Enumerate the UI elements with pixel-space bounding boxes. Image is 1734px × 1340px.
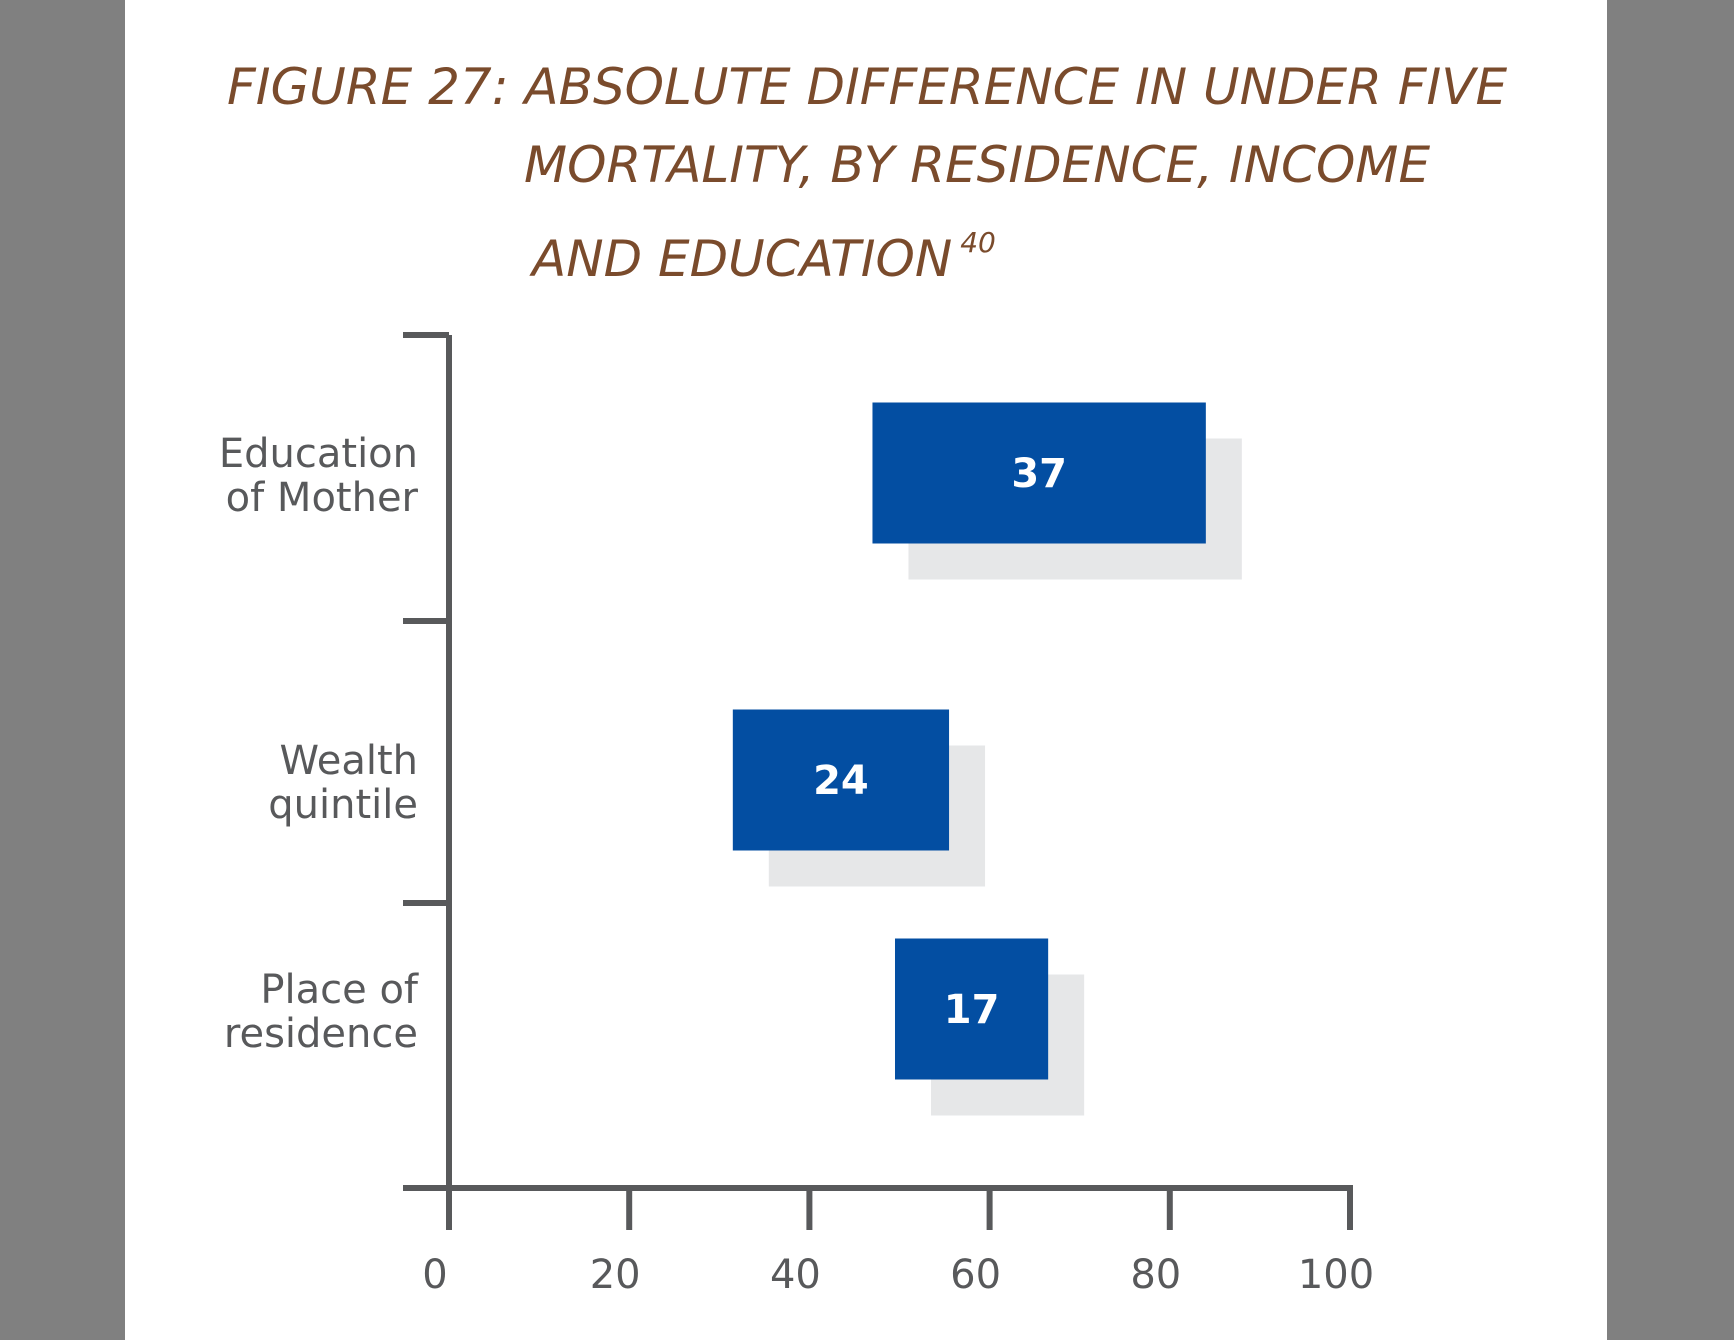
category-label-line: residence: [224, 1011, 418, 1057]
bar-value-label: 24: [813, 758, 869, 804]
bar-value-label: 17: [944, 987, 1000, 1033]
title-line-3: AND EDUCATION 40: [532, 204, 996, 298]
category-label: Education of Mother: [219, 431, 419, 521]
bars: 37 24 17: [732, 402, 1242, 1116]
category-label-line: Place of: [260, 967, 419, 1013]
bar: [732, 709, 950, 851]
category-labels: Education of Mother Wealth quintile Place of…: [219, 431, 419, 1057]
x-tick-label: 40: [770, 1252, 821, 1298]
title-line-1: FIGURE 27: ABSOLUTE DIFFERENCE IN UNDER …: [227, 58, 1508, 116]
x-tick-label: 0: [422, 1252, 447, 1298]
bar: [894, 938, 1049, 1080]
x-tick-label: 20: [590, 1252, 641, 1298]
category-label-line: of Mother: [226, 475, 419, 521]
tick-labels: 0 20 40 60 80 100: [422, 1252, 1374, 1298]
category-label: Place of residence: [224, 967, 419, 1057]
bar: [872, 402, 1206, 544]
axes: [403, 332, 1353, 1230]
figure-title: FIGURE 27: ABSOLUTE DIFFERENCE IN UNDER …: [125, 0, 1607, 300]
x-tick-label: 80: [1130, 1252, 1181, 1298]
bar-value-label: 37: [1011, 451, 1067, 497]
page: FIGURE 27: ABSOLUTE DIFFERENCE IN UNDER …: [125, 0, 1607, 1340]
bar-chart: 37 24 17 Education of Mother Wealth quintile P…: [219, 332, 1374, 1298]
category-label-line: quintile: [268, 782, 418, 828]
title-line-3-text: AND EDUCATION: [532, 230, 953, 288]
x-tick-label: 100: [1298, 1252, 1374, 1298]
category-label-line: Wealth: [280, 738, 418, 784]
title-line-2: MORTALITY, BY RESIDENCE, INCOME: [524, 136, 1431, 194]
x-tick-label: 60: [950, 1252, 1001, 1298]
category-label-line: Education: [219, 431, 418, 477]
title-footnote: 40: [960, 226, 996, 259]
category-label: Wealth quintile: [268, 738, 418, 828]
